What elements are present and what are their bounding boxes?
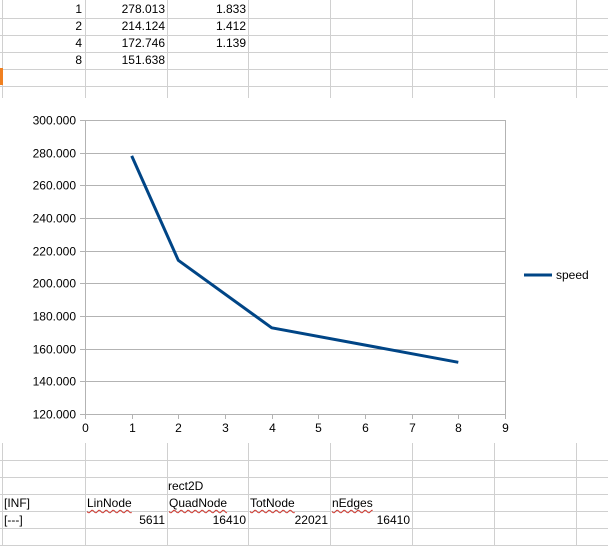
y-tick-label: 180.000 (33, 310, 77, 324)
cell-b2[interactable]: 214.124 (121, 19, 165, 33)
x-tick-label: 6 (362, 421, 369, 435)
header-inf[interactable]: [INF] (4, 496, 30, 510)
x-tick-label: 5 (315, 421, 322, 435)
cell-a4[interactable]: 8 (75, 53, 82, 67)
y-tick-label: 200.000 (33, 277, 77, 291)
y-tick-label: 160.000 (33, 343, 77, 357)
value-quadnode[interactable]: 16410 (212, 513, 246, 527)
cell-c2[interactable]: 1.412 (215, 19, 246, 33)
y-tick-label: 120.000 (33, 408, 77, 422)
x-tick-label: 1 (129, 421, 136, 435)
cell-b1[interactable]: 278.013 (121, 2, 165, 16)
header-nedges[interactable]: nEdges (332, 496, 373, 510)
x-tick-label: 9 (502, 421, 509, 435)
chart-area-background (0, 98, 608, 443)
cell-b3[interactable]: 172.746 (121, 36, 165, 50)
cell-rect-label[interactable]: rect2D (168, 479, 204, 493)
x-tick-label: 0 (82, 421, 89, 435)
header-linnode[interactable]: LinNode (87, 496, 132, 510)
series-line-speed (130, 155, 459, 364)
value-inf[interactable]: [---] (4, 513, 23, 527)
cell-c4[interactable] (168, 52, 246, 69)
legend-label: speed (556, 268, 589, 282)
cell-c3[interactable]: 1.139 (215, 36, 246, 50)
x-tick-label: 3 (222, 421, 229, 435)
value-nedges[interactable]: 16410 (376, 513, 410, 527)
x-tick-label: 8 (455, 421, 462, 435)
cell-a1[interactable]: 1 (75, 2, 82, 16)
header-totnode[interactable]: TotNode (250, 496, 295, 510)
x-tick-label: 2 (175, 421, 182, 435)
active-row-marker (0, 68, 3, 85)
y-tick-label: 220.000 (33, 245, 77, 259)
value-linnode[interactable]: 5611 (139, 513, 165, 527)
line-chart[interactable]: 120.000 140.000 160.000 180.000 200.000 220.0… (0, 98, 608, 443)
x-tick-label: 4 (269, 421, 276, 435)
x-tick-label: 7 (409, 421, 416, 435)
cell-c1[interactable]: 1.833 (215, 2, 246, 16)
y-tick-label: 260.000 (33, 179, 77, 193)
cell-b4[interactable]: 151.638 (121, 53, 165, 67)
cell-a2[interactable]: 2 (75, 19, 82, 33)
y-tick-label: 140.000 (33, 375, 77, 389)
y-tick-label: 240.000 (33, 212, 77, 226)
header-quadnode[interactable]: QuadNode (169, 496, 228, 510)
y-tick-label: 280.000 (33, 147, 77, 161)
cell-a3[interactable]: 4 (75, 36, 82, 50)
value-totnode[interactable]: 22021 (294, 513, 328, 527)
y-tick-label: 300.000 (33, 114, 77, 128)
